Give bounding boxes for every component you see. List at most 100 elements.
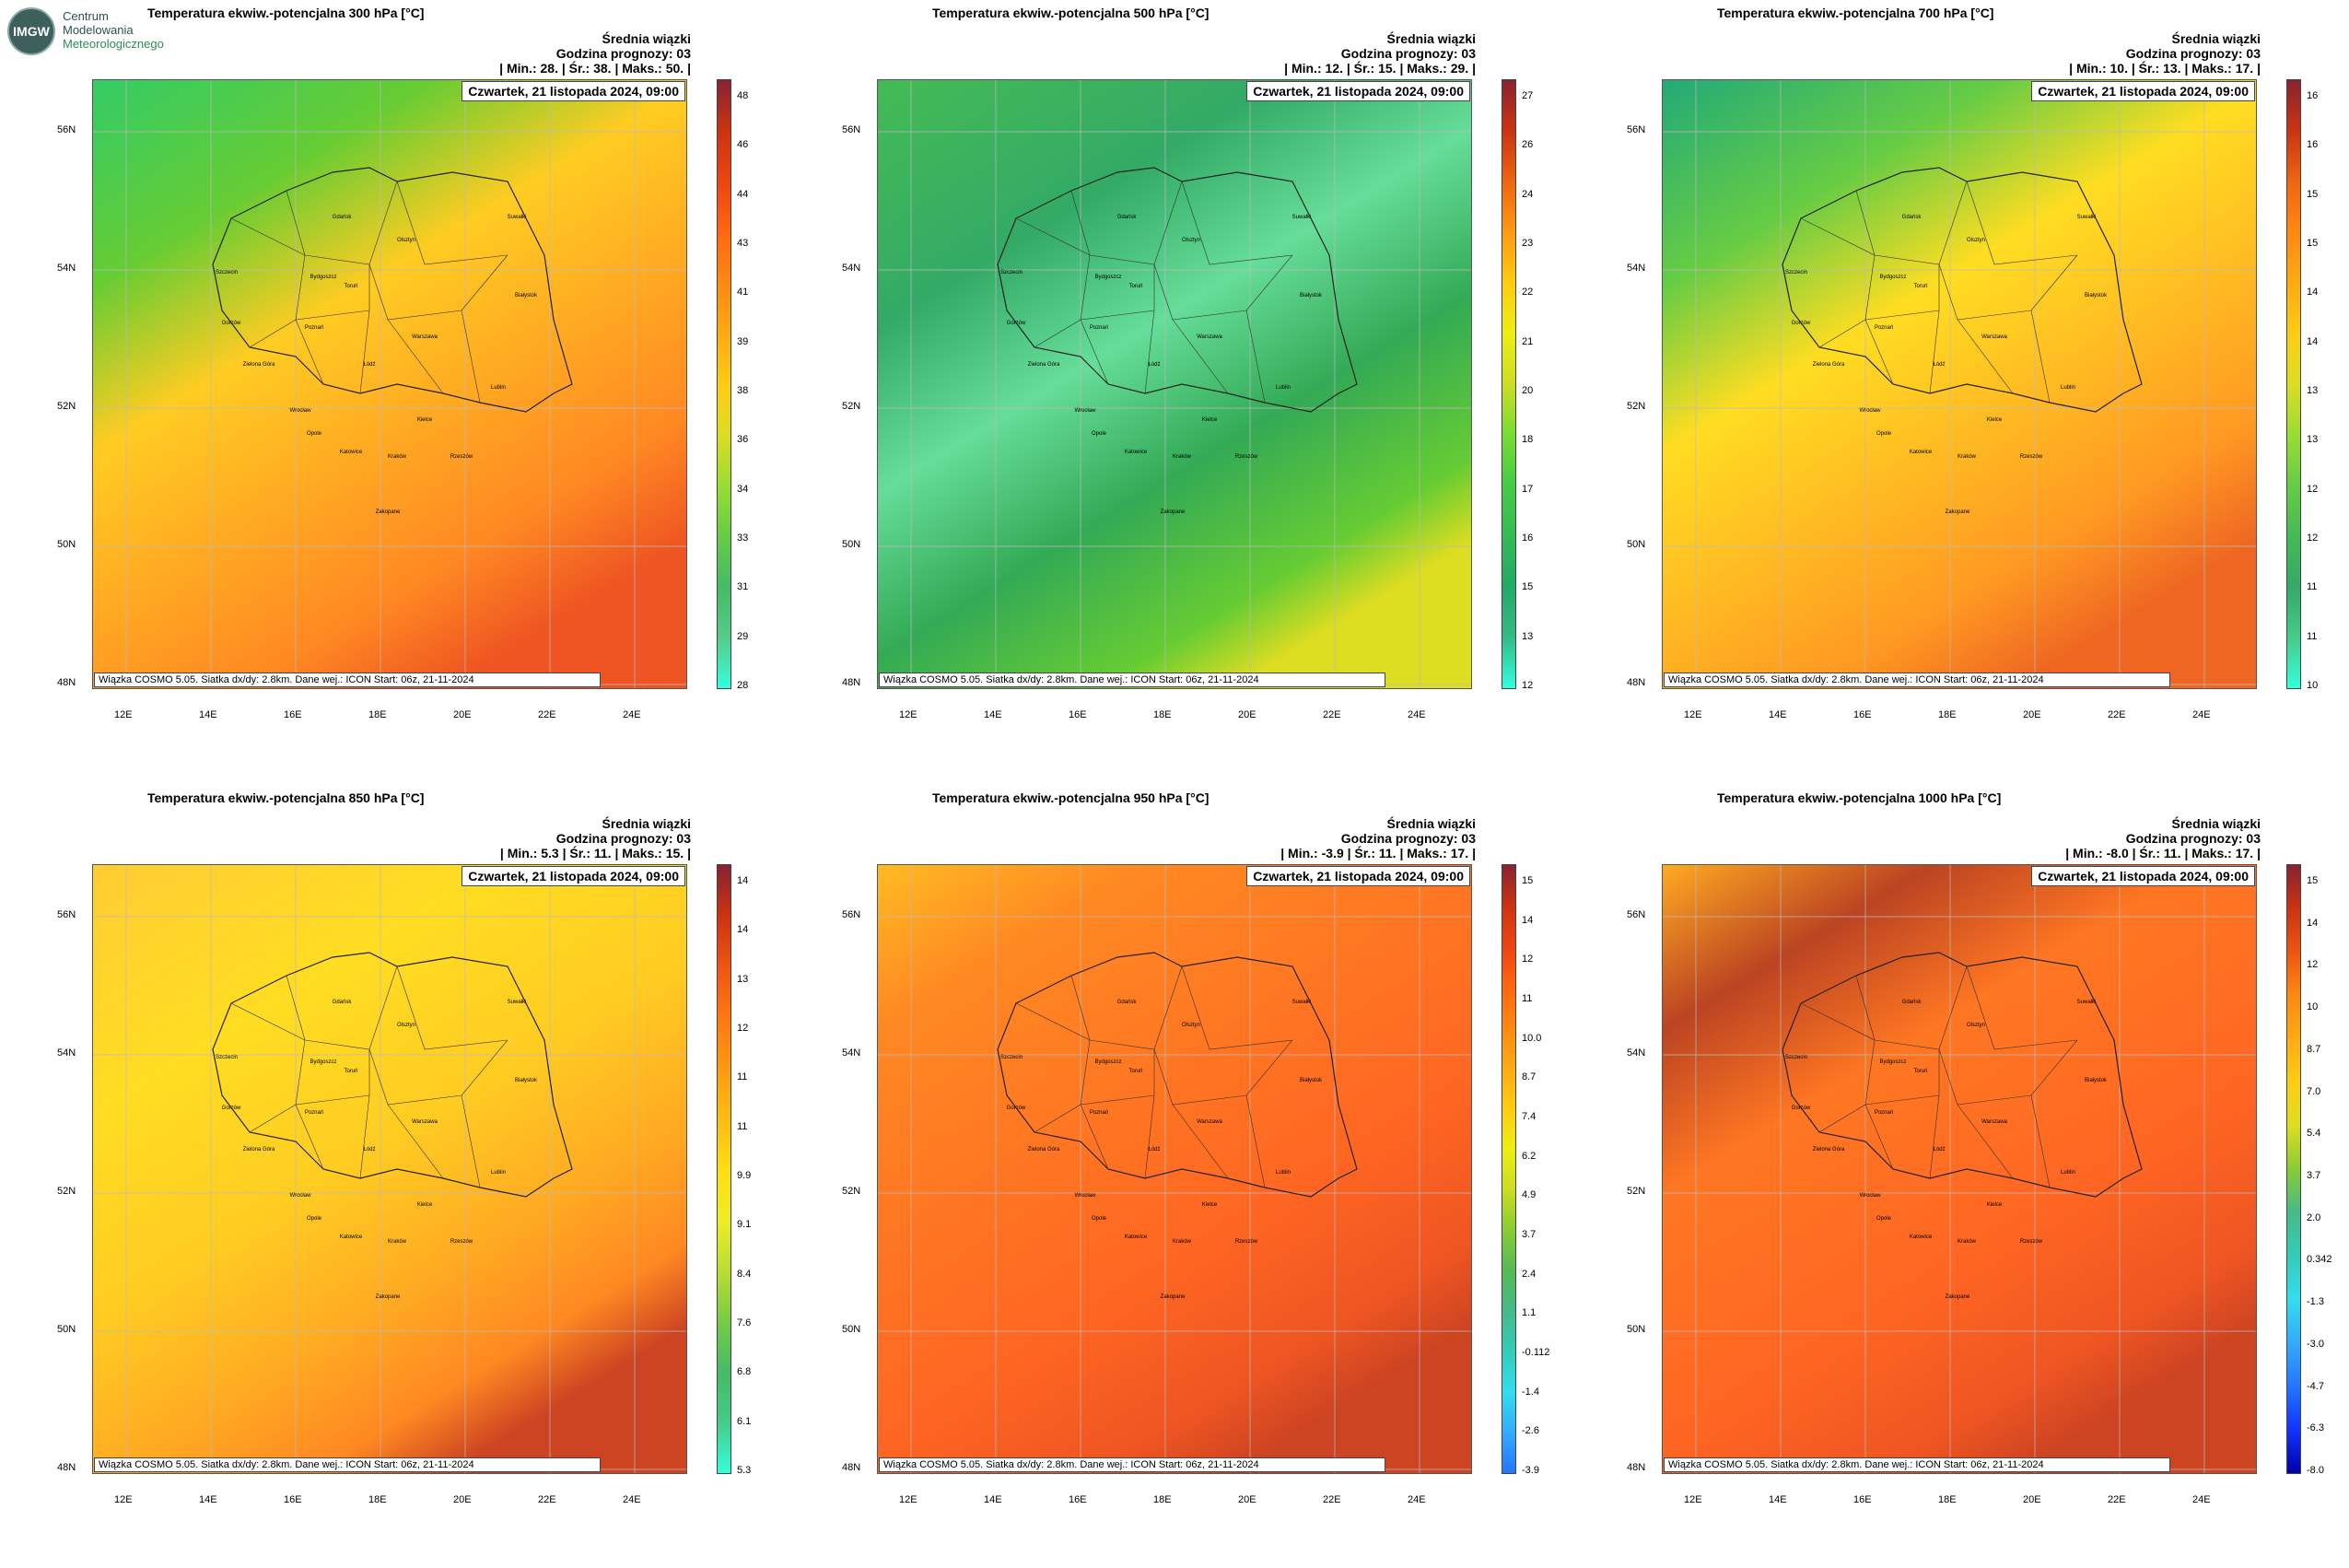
longitude-label: 12E [899, 1494, 917, 1505]
scale-tick-label: 10 [2307, 1001, 2319, 1013]
latitude-label: 50N [57, 1324, 76, 1335]
voivodeship-border [1800, 1002, 1876, 1041]
voivodeship-border [1144, 1094, 1155, 1179]
city-label: Kielce [1202, 417, 1218, 423]
voivodeship-border [1153, 254, 1293, 321]
scale-tick-label: 7.4 [1522, 1111, 1537, 1122]
city-label: Kraków [1173, 1239, 1192, 1245]
scale-tick-label: 3.7 [2307, 1170, 2321, 1181]
longitude-label: 12E [1684, 1494, 1702, 1505]
longitude-label: 20E [1238, 1494, 1256, 1505]
city-label: Rzeszów [2020, 1239, 2043, 1245]
city-label: Kraków [1958, 1239, 1977, 1245]
scale-tick-label: 12 [1522, 680, 1534, 691]
stats-stats-title: Średnia wiązki [1386, 816, 1476, 831]
imgw-logo-mark: IMGW [7, 7, 55, 55]
longitude-label: 16E [284, 1494, 302, 1505]
city-label: Bydgoszcz [1879, 1059, 1906, 1065]
longitude-label: 14E [984, 1494, 1002, 1505]
scale-tick-label: 24 [1522, 188, 1534, 200]
logo-text: Centrum Modelowania Meteorologicznego [63, 9, 164, 51]
voivodeship-border [1245, 1094, 1266, 1188]
voivodeship-border [249, 1104, 297, 1133]
city-label: Wrocław [1860, 408, 1882, 414]
scale-tick-label: 11 [2307, 581, 2318, 593]
city-label: Kielce [417, 1202, 433, 1208]
scale-tick-label: 13 [737, 973, 749, 985]
city-label: Wrocław [1075, 408, 1097, 414]
scale-tick-label: 15 [2307, 238, 2319, 249]
longitude-label: 22E [2108, 709, 2126, 720]
scale-tick-label: 11 [737, 1120, 748, 1132]
city-label: Zakopane [1946, 509, 1970, 515]
scale-tick-label: 11 [737, 1071, 748, 1083]
city-label: Olsztyn [397, 1023, 415, 1028]
city-label: Suwałki [1292, 215, 1312, 220]
field-fill [93, 80, 686, 688]
voivodeship-border [368, 254, 508, 321]
logo-line-1: Centrum [63, 9, 109, 23]
scale-tick-label: 48 [737, 90, 749, 101]
longitude-label: 18E [368, 1494, 387, 1505]
ensemble-stats: Średnia wiązki Godzina prognozy: 03 | Min.… [499, 31, 691, 76]
scale-tick-label: 10.0 [1522, 1032, 1542, 1044]
voivodeship-border [1966, 965, 2078, 1050]
city-label: Szczecin [1785, 1055, 1807, 1060]
valid-date: Czwartek, 21 listopada 2024, 09:00 [2031, 81, 2255, 101]
valid-date: Czwartek, 21 listopada 2024, 09:00 [1246, 81, 1470, 101]
voivodeship-border [230, 1002, 306, 1041]
city-label: Białystok [515, 293, 538, 298]
scale-tick-label: 2.0 [2307, 1211, 2321, 1223]
voivodeship-border [1181, 965, 1293, 1050]
stats-minmax: | Min.: 10. | Śr.: 13. | Maks.: 17. | [2069, 61, 2261, 76]
city-label: Łódź [363, 1147, 375, 1153]
longitude-label: 24E [2192, 709, 2211, 720]
scale-tick-label: 1.1 [1522, 1307, 1537, 1319]
voivodeship-border [359, 310, 370, 394]
longitude-label: 16E [1853, 1494, 1872, 1505]
city-label: Katowice [340, 450, 363, 455]
logo-line-3: Meteorologicznego [63, 37, 164, 51]
longitude-label: 16E [1069, 709, 1087, 720]
voivodeship-border [286, 965, 398, 1050]
city-label: Suwałki [508, 1000, 527, 1005]
latitude-label: 54N [1627, 263, 1646, 274]
voivodeship-border [1855, 181, 1968, 265]
scale-tick-label: -8.0 [2307, 1465, 2324, 1476]
city-label: Lublin [2061, 385, 2075, 391]
city-label: Toruń [1128, 1069, 1142, 1074]
city-label: Olsztyn [397, 238, 415, 243]
map-panel: Temperatura ekwiw.-potencjalna 700 hPa [… [1570, 0, 2349, 783]
latitude-label: 48N [842, 1462, 861, 1473]
map-field: Gdańsk Olsztyn Suwałki Szczecin Bydgoszcz Tor… [878, 80, 1471, 688]
poland-border [1782, 167, 2143, 413]
city-label: Gdańsk [333, 1000, 353, 1005]
scale-tick-label: 12 [737, 1023, 749, 1034]
scale-tick-label: -6.3 [2307, 1422, 2324, 1434]
voivodeship-border [1034, 319, 1081, 348]
longitude-label: 20E [453, 1494, 472, 1505]
stats-forecast-hour: Godzina prognozy: 03 [555, 46, 691, 61]
voivodeship-border [1153, 1039, 1293, 1106]
longitude-label: 18E [1153, 709, 1172, 720]
city-label: Szczecin [1000, 270, 1023, 275]
scale-tick-label: 6.8 [737, 1366, 752, 1378]
stats-forecast-hour: Godzina prognozy: 03 [1340, 46, 1476, 61]
scale-tick-label: -3.9 [1522, 1465, 1539, 1476]
voivodeship-border [1938, 1039, 2078, 1106]
longitude-label: 14E [984, 709, 1002, 720]
scale-tick-label: 15 [2307, 188, 2319, 200]
voivodeship-border [1818, 319, 1866, 348]
city-label: Opole [1876, 1216, 1892, 1222]
scale-tick-label: 14 [2307, 335, 2319, 347]
scale-tick-label: 27 [1522, 90, 1534, 101]
ensemble-stats: Średnia wiązki Godzina prognozy: 03 | Min.… [2065, 816, 2261, 860]
voivodeship-border [1864, 254, 1940, 321]
valid-date: Czwartek, 21 listopada 2024, 09:00 [1246, 866, 1470, 886]
city-label: Poznań [305, 325, 323, 331]
city-label: Poznań [1090, 1110, 1108, 1116]
city-label: Warszawa [412, 1119, 438, 1125]
scale-tick-label: 38 [737, 385, 749, 396]
city-label: Gorzów [222, 1106, 241, 1111]
city-label: Wrocław [1860, 1193, 1882, 1199]
